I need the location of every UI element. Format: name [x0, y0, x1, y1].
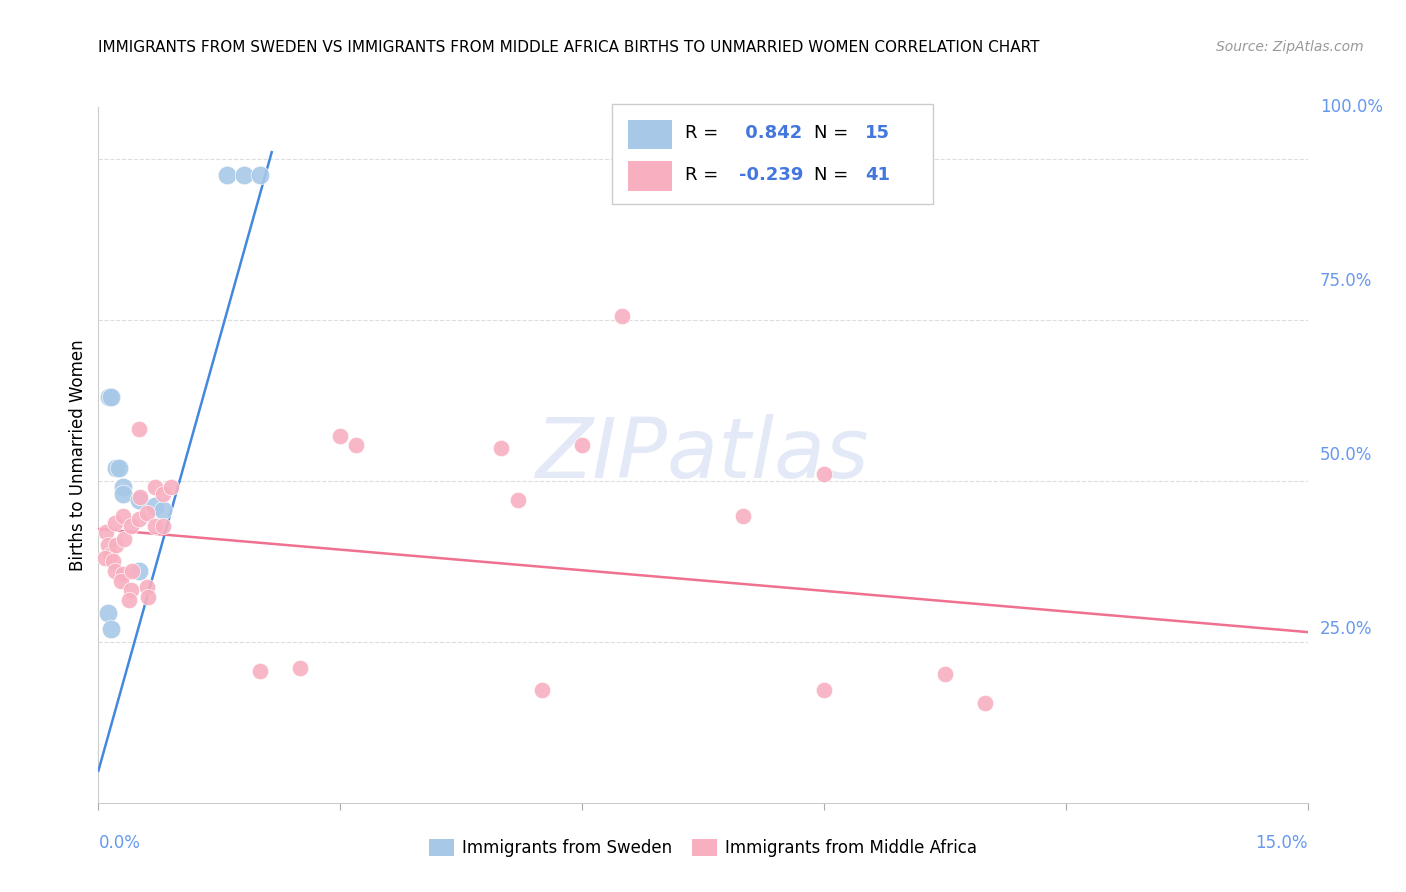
Point [344, 438, 367, 452]
Text: 15: 15 [865, 125, 890, 143]
Point [101, 554, 124, 568]
Point [143, 500, 166, 514]
Point [98, 548, 121, 562]
Point [128, 422, 150, 436]
Text: N =: N = [814, 166, 848, 185]
Point [128, 564, 150, 578]
Point [813, 683, 835, 698]
Point [612, 310, 634, 324]
Point [97, 390, 120, 404]
Point [111, 509, 134, 524]
Point [94, 551, 117, 566]
Point [96, 525, 118, 540]
Point [103, 516, 125, 530]
Point [129, 490, 152, 504]
Point [135, 580, 157, 594]
Point [128, 512, 150, 526]
Text: 15.0%: 15.0% [1256, 834, 1308, 852]
Legend: Immigrants from Sweden, Immigrants from Middle Africa: Immigrants from Sweden, Immigrants from … [422, 832, 984, 864]
Text: R =: R = [685, 125, 718, 143]
Point [733, 509, 755, 524]
Point [143, 518, 166, 533]
Text: ZIPatlas: ZIPatlas [536, 415, 870, 495]
Point [105, 460, 128, 475]
Point [934, 667, 956, 681]
Point [97, 606, 120, 620]
Point [111, 480, 134, 494]
Point [128, 493, 150, 508]
Point [103, 564, 125, 578]
Text: IMMIGRANTS FROM SWEDEN VS IMMIGRANTS FROM MIDDLE AFRICA BIRTHS TO UNMARRIED WOME: IMMIGRANTS FROM SWEDEN VS IMMIGRANTS FRO… [98, 40, 1040, 55]
Point [813, 467, 835, 482]
Text: R =: R = [685, 166, 718, 185]
Point [152, 502, 174, 516]
Text: 100.0%: 100.0% [1320, 98, 1382, 116]
Point [100, 622, 122, 636]
Point [152, 486, 174, 500]
FancyBboxPatch shape [612, 103, 932, 204]
Point [97, 538, 120, 552]
Point [571, 438, 593, 452]
Point [120, 518, 142, 533]
Text: N =: N = [814, 125, 848, 143]
Text: 0.842: 0.842 [740, 125, 803, 143]
Point [506, 493, 529, 508]
Point [288, 660, 311, 674]
Point [111, 486, 134, 500]
Point [329, 428, 352, 442]
Point [152, 518, 174, 533]
Text: 25.0%: 25.0% [1320, 620, 1372, 638]
Point [135, 506, 157, 520]
Point [530, 683, 553, 698]
Point [249, 664, 271, 678]
Point [160, 480, 183, 494]
Point [232, 168, 254, 182]
Point [217, 168, 239, 182]
Point [491, 442, 513, 456]
Text: 75.0%: 75.0% [1320, 272, 1372, 290]
Text: 50.0%: 50.0% [1320, 446, 1372, 464]
Text: 41: 41 [865, 166, 890, 185]
Point [107, 460, 129, 475]
Point [100, 390, 122, 404]
Point [112, 532, 135, 546]
Point [121, 564, 143, 578]
Point [105, 538, 128, 552]
Text: 0.0%: 0.0% [98, 834, 141, 852]
Point [111, 567, 134, 582]
Point [120, 583, 142, 598]
Point [110, 574, 132, 588]
Text: Source: ZipAtlas.com: Source: ZipAtlas.com [1216, 40, 1364, 54]
Point [249, 168, 271, 182]
Point [143, 480, 166, 494]
Point [118, 592, 141, 607]
FancyBboxPatch shape [628, 161, 672, 191]
Text: -0.239: -0.239 [740, 166, 804, 185]
Point [974, 696, 997, 710]
Y-axis label: Births to Unmarried Women: Births to Unmarried Women [69, 339, 87, 571]
FancyBboxPatch shape [628, 120, 672, 149]
Point [138, 590, 160, 604]
